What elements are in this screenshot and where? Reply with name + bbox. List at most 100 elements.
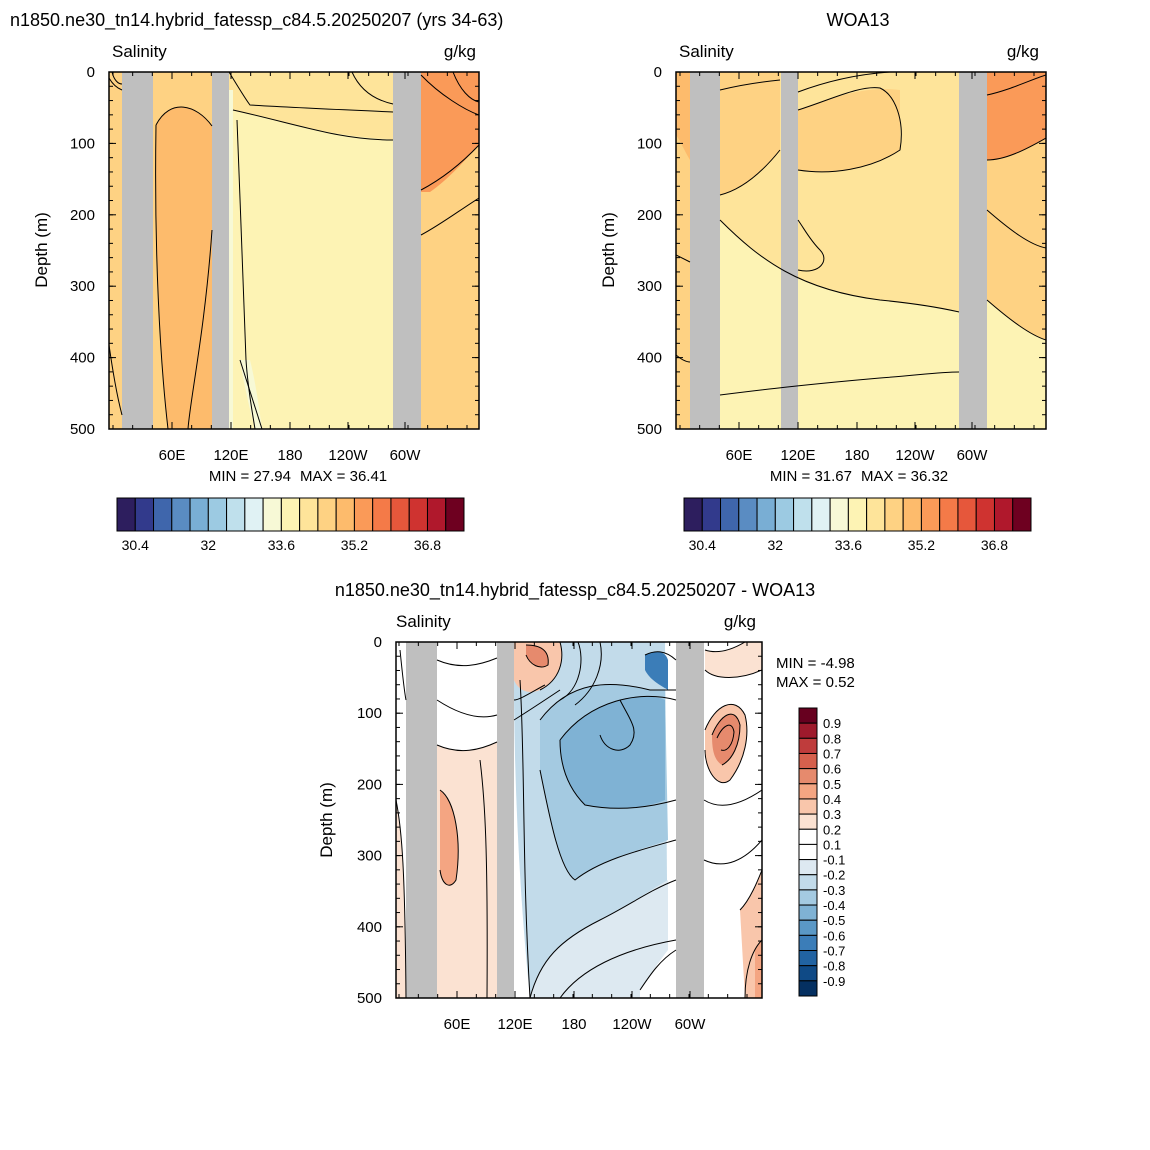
land-mask	[393, 72, 421, 429]
y-tick-label: 300	[70, 278, 95, 295]
colorbar-label: -0.9	[823, 974, 845, 989]
field-region	[526, 645, 549, 667]
field-region	[676, 72, 690, 160]
field-region	[798, 89, 900, 172]
x-tick-label: 120W	[612, 1016, 652, 1033]
colorbar-label: 0.7	[823, 746, 841, 761]
field-region	[155, 107, 212, 429]
x-tick-label: 120E	[213, 447, 248, 464]
colorbar-panel-2: 0.90.80.70.60.50.40.30.20.1-0.1-0.2-0.3-…	[798, 707, 845, 997]
colorbar-box	[798, 950, 818, 967]
panel-model: n1850.ne30_tn14.hybrid_fatessp_c84.5.202…	[10, 10, 503, 485]
field-region	[676, 72, 690, 429]
field-region	[109, 72, 122, 429]
colorbar-box	[390, 497, 410, 532]
contour-lines	[396, 642, 762, 998]
field-region	[755, 940, 762, 998]
land-mask	[406, 642, 437, 998]
colorbar-label: 0.8	[823, 731, 841, 746]
colorbar-box	[207, 497, 228, 532]
panel-diff-min: MIN = -4.98	[776, 655, 855, 672]
field-region	[530, 880, 668, 998]
panel-model-max: MAX = 36.41	[300, 468, 387, 485]
colorbar-box	[798, 904, 818, 921]
panel-model-left-label: Salinity	[112, 42, 167, 61]
y-tick-label: 300	[637, 278, 662, 295]
field-region	[233, 110, 420, 429]
y-tick-label: 100	[357, 705, 382, 722]
panel-obs-frame	[675, 71, 1047, 430]
x-tick-label: 60E	[159, 447, 186, 464]
colorbar-box	[299, 497, 319, 532]
colorbar-box	[372, 497, 392, 532]
panel-diff-title: n1850.ne30_tn14.hybrid_fatessp_c84.5.202…	[335, 580, 815, 601]
colorbar-box	[317, 497, 337, 532]
colorbar-label: 32	[768, 537, 784, 553]
x-tick-label: 180	[277, 447, 302, 464]
x-tick-label: 60E	[444, 1016, 471, 1033]
colorbar-box	[884, 497, 904, 532]
colorbar-box	[189, 497, 209, 532]
panel-obs-ylabel-g: Depth (m)	[599, 212, 618, 288]
colorbar-box	[798, 722, 818, 739]
panel-obs-unit-label: g/kg	[1007, 42, 1039, 61]
panel-model-ylabel: Depth (m)	[32, 212, 51, 288]
colorbar-box	[902, 497, 922, 532]
field-region	[720, 72, 780, 195]
x-tick-label: 120E	[780, 447, 815, 464]
colorbar-box	[798, 859, 818, 876]
colorbar-box	[426, 497, 447, 532]
colorbar-label: 0.9	[823, 716, 841, 731]
colorbar-label: -0.4	[823, 898, 845, 913]
colorbar-label: 33.6	[268, 537, 295, 553]
colorbar-box	[798, 980, 818, 997]
panel-obs-max: MAX = 36.32	[861, 468, 948, 485]
land-mask	[122, 72, 153, 429]
colorbar-label: -0.1	[823, 853, 845, 868]
y-tick-label: 500	[357, 990, 382, 1007]
colorbar-box	[798, 965, 818, 982]
colorbar-label: 33.6	[835, 537, 862, 553]
land-mask	[676, 642, 704, 998]
land-mask	[959, 72, 987, 429]
colorbar-box	[798, 798, 818, 815]
x-tick-label: 120W	[895, 447, 935, 464]
panel-model-frame	[108, 71, 480, 430]
colorbar-box	[847, 497, 868, 532]
y-tick-label: 0	[87, 64, 95, 81]
colorbar-box	[829, 497, 849, 532]
colorbar-box	[116, 497, 136, 532]
colorbar-label: 36.8	[414, 537, 441, 553]
colorbar-box	[798, 889, 818, 906]
colorbar-box	[798, 737, 818, 754]
y-tick-label: 200	[70, 207, 95, 224]
panel-diff-ylabel-g: Depth (m)	[317, 782, 336, 858]
y-tick-label: 100	[70, 135, 95, 152]
colorbar-label: 32	[201, 537, 217, 553]
colorbar-label: 30.4	[122, 537, 149, 553]
colorbar-box	[738, 497, 758, 532]
colorbar-box	[701, 497, 722, 532]
field-region	[421, 72, 479, 192]
colorbar-box	[171, 497, 191, 532]
colorbar-box	[774, 497, 795, 532]
colorbar-box	[445, 497, 465, 532]
field-region	[712, 714, 740, 765]
colorbar-label: 0.1	[823, 837, 841, 852]
y-tick-label: 400	[357, 919, 382, 936]
x-tick-label: 60W	[390, 447, 422, 464]
colorbar-panel-0: 30.4 32 33.6 35.2 36.8	[116, 497, 465, 553]
colorbar-box	[798, 874, 818, 891]
colorbar-box	[756, 497, 776, 532]
colorbar-label: -0.7	[823, 944, 845, 959]
colorbar-box	[798, 783, 818, 800]
colorbar-box	[153, 497, 173, 532]
colorbar-label: 0.6	[823, 762, 841, 777]
panel-obs-min: MIN = 31.67	[770, 468, 852, 485]
panel-obs: WOA13 Salinity g/kg	[599, 10, 1047, 485]
panel-diff-ylabel: Depth (m)	[317, 782, 336, 858]
y-tick-label: 500	[637, 421, 662, 438]
panel-diff-frame	[395, 641, 763, 999]
panel-0-axes: 0 100 200 300 400 500 60E 120E 180 120W 60W	[70, 64, 479, 464]
